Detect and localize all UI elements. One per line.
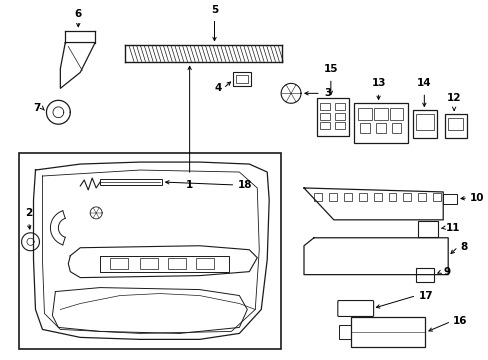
Bar [319,122,329,129]
Text: 13: 13 [370,78,385,88]
Text: 14: 14 [416,78,431,88]
Bar [358,193,366,201]
Bar [334,122,344,129]
Text: 7: 7 [33,103,41,113]
Bar [412,110,436,138]
Bar [236,75,248,84]
Bar [418,221,437,237]
Bar [319,103,329,110]
Text: 9: 9 [442,267,449,276]
Bar [388,193,396,201]
Bar [403,193,410,201]
Text: 11: 11 [445,223,460,233]
Text: 17: 17 [418,291,432,301]
Bar [353,103,407,143]
Text: 5: 5 [210,5,218,15]
Bar [444,114,466,138]
Bar [350,318,425,347]
Text: 10: 10 [469,193,484,203]
Text: 4: 4 [214,84,221,93]
Bar [391,123,401,133]
Bar [432,193,440,201]
Bar [343,193,351,201]
Text: 2: 2 [25,208,32,218]
Bar [316,98,348,136]
Bar [334,113,344,120]
Bar [418,193,426,201]
Bar [328,193,336,201]
Bar [373,108,387,120]
Bar [167,258,185,269]
Text: 18: 18 [237,180,251,190]
Bar [195,258,213,269]
Bar [442,194,456,204]
Text: 12: 12 [446,93,461,103]
Bar [447,118,462,130]
Bar [415,114,433,130]
Bar [233,72,251,86]
Bar [110,258,128,269]
Bar [319,113,329,120]
Bar [373,193,381,201]
Text: 16: 16 [452,316,467,327]
Bar [357,108,371,120]
Text: 1: 1 [185,180,193,190]
Bar [334,103,344,110]
Bar [415,268,433,282]
Bar [100,179,162,185]
Bar [313,193,321,201]
Bar [389,108,403,120]
Bar [359,123,369,133]
Bar [140,258,158,269]
Bar [338,325,350,339]
Text: 3: 3 [323,88,330,98]
Text: 6: 6 [75,9,81,19]
Text: 8: 8 [459,242,467,252]
Bar [19,153,281,349]
Bar [375,123,385,133]
Text: 15: 15 [323,64,337,75]
